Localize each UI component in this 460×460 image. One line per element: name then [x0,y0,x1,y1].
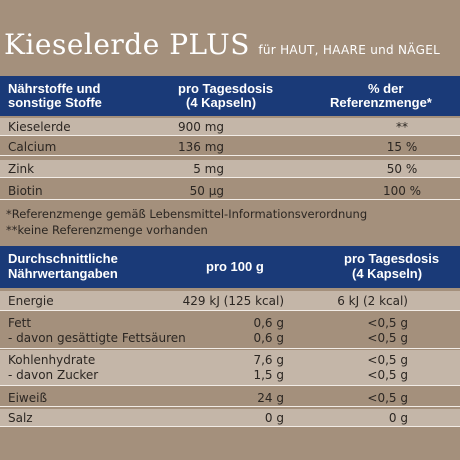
nutrition-subname: - davon gesättigte Fettsäuren [8,331,186,345]
nutrition-per-100g: 0,6 g [253,316,284,330]
nutrition-daily: 6 kJ (2 kcal) [337,294,408,308]
nutrient-reference: 50 % [386,162,418,176]
product-name: Kieselerde PLUS [4,28,250,61]
nutrient-name: Kieselerde [8,120,71,134]
nutrition-daily: <0,5 g [367,316,408,330]
footnote-reference: *Referenzmenge gemäß Lebensmittel-Inform… [6,207,368,221]
header-daily-dose-line1: pro Tagesdosis [344,251,440,266]
footnote-no-reference: **keine Referenzmenge vorhanden [6,223,208,237]
nutrition-table-header: Durchschnittliche Nährwertangaben pro 10… [0,246,460,288]
table-row: Fett 0,6 g <0,5 g - davon gesättigte Fet… [0,313,460,349]
nutrient-reference: 100 % [382,184,422,198]
nutrient-name: Biotin [8,184,43,198]
header-nutrition-line2: Nährwertangaben [8,266,118,281]
header-per-100g: pro 100 g [206,259,264,274]
nutrition-subname: - davon Zucker [8,368,99,382]
header-daily-dose-line2: (4 Kapseln) [352,266,423,281]
nutrition-name: Fett [8,316,32,330]
nutrient-name: Calcium [8,140,57,154]
product-subtitle: für HAUT, HAARE und NÄGEL [258,43,441,57]
nutrition-per-100g: 7,6 g [253,353,284,367]
nutrition-per-100g: 429 kJ (125 kcal) [182,294,284,308]
table-row: Biotin 50 µg 100 % [0,182,460,200]
nutrition-per-100g: 0,6 g [253,331,284,345]
header-reference-line2: Referenzmenge* [330,95,432,110]
header-reference-line1: % der [368,81,404,96]
nutrition-per-100g: 1,5 g [253,368,284,382]
table-row: Energie 429 kJ (125 kcal) 6 kJ (2 kcal) [0,291,460,311]
product-title: Kieselerde PLUS für HAUT, HAARE und NÄGE… [4,28,440,64]
table-row: Eiweiß 24 g <0,5 g [0,389,460,407]
table-row: Kieselerde 900 mg ** [0,118,460,136]
nutrient-name: Zink [8,162,35,176]
table-row: Calcium 136 mg 15 % [0,138,460,156]
table-row: Kohlenhydrate 7,6 g <0,5 g - davon Zucke… [0,350,460,386]
nutrient-dose: 900 mg [177,120,224,134]
nutrient-dose: 50 µg [189,184,224,198]
header-nutrients-line1: Nährstoffe und [8,81,101,96]
nutrition-daily: <0,5 g [367,353,408,367]
table-row: Salz 0 g 0 g [0,409,460,427]
nutrition-name: Salz [8,411,33,425]
nutrient-dose: 5 mg [193,162,224,176]
nutrients-table-header: Nährstoffe und sonstige Stoffe pro Tages… [0,76,460,116]
nutrition-name: Energie [8,294,54,308]
nutrient-reference: ** [396,120,408,134]
table-row: Zink 5 mg 50 % [0,160,460,178]
header-daily-dose-line2: (4 Kapseln) [186,95,257,110]
header-nutrition-line1: Durchschnittliche [8,251,118,266]
nutrition-daily: <0,5 g [367,331,408,345]
nutrition-name: Kohlenhydrate [8,353,96,367]
nutrition-per-100g: 0 g [264,411,284,425]
nutrient-dose: 136 mg [177,140,224,154]
nutrient-reference: 15 % [386,140,418,154]
nutrition-daily: <0,5 g [367,391,408,405]
nutrition-per-100g: 24 g [257,391,284,405]
nutrition-name: Eiweiß [8,391,48,405]
nutrition-daily: 0 g [388,411,408,425]
header-nutrients-line2: sonstige Stoffe [8,95,102,110]
nutrition-daily: <0,5 g [367,368,408,382]
header-daily-dose-line1: pro Tagesdosis [178,81,274,96]
